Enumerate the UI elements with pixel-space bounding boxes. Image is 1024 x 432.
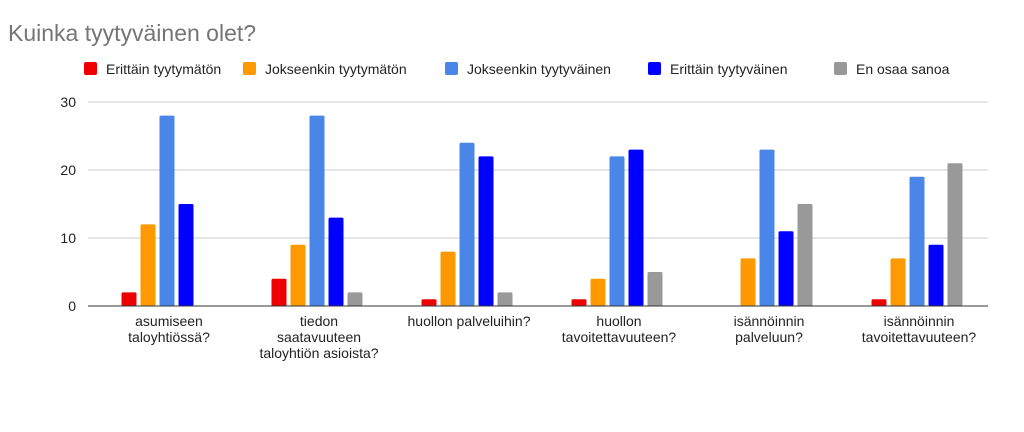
bar xyxy=(890,258,906,306)
bar xyxy=(159,115,175,306)
bar xyxy=(628,149,644,306)
gridlines xyxy=(88,101,988,239)
x-axis-labels: asumiseen taloyhtiössä? tiedon saatavuuteen… xyxy=(128,313,976,361)
bar xyxy=(140,224,156,306)
bar xyxy=(309,115,325,306)
bar xyxy=(328,217,344,306)
legend-label: Jokseenkin tyytyväinen xyxy=(467,61,611,77)
legend-swatch xyxy=(648,62,661,75)
bar xyxy=(478,156,494,306)
bar xyxy=(271,278,287,306)
legend-swatch xyxy=(834,62,847,75)
y-tick-label: 30 xyxy=(60,94,76,110)
bar xyxy=(909,176,925,306)
bar xyxy=(440,251,456,306)
y-tick-label: 0 xyxy=(68,298,76,314)
chart-title: Kuinka tyytyväinen olet? xyxy=(8,20,256,46)
legend-label: En osaa sanoa xyxy=(856,61,950,77)
bar xyxy=(778,231,794,306)
x-category-label: isännöinnin tavoitettavuuteen? xyxy=(862,313,977,345)
legend-label: Erittäin tyytymätön xyxy=(106,61,221,77)
legend-swatch xyxy=(445,62,458,75)
bar xyxy=(421,299,437,306)
y-axis-ticks: 0 10 20 30 xyxy=(60,94,76,314)
bars xyxy=(121,115,963,306)
bar xyxy=(647,272,663,306)
bar xyxy=(121,292,137,306)
x-category-label: isännöinnin palveluun? xyxy=(734,313,805,345)
bar xyxy=(290,244,306,306)
x-category-label: huollon tavoitettavuuteen? xyxy=(562,313,677,345)
legend: Erittäin tyytymätön Jokseenkin tyytymätön… xyxy=(84,61,950,77)
bar xyxy=(871,299,887,306)
bar xyxy=(947,163,963,306)
legend-label: Jokseenkin tyytymätön xyxy=(265,61,407,77)
y-tick-label: 20 xyxy=(60,162,76,178)
x-category-label: tiedon saatavuuteen taloyhtiön asioista? xyxy=(259,313,378,361)
bar xyxy=(928,244,944,306)
legend-swatch xyxy=(84,62,97,75)
bar xyxy=(459,142,475,306)
x-category-label: huollon palveluihin? xyxy=(408,313,531,329)
legend-label: Erittäin tyytyväinen xyxy=(670,61,788,77)
bar xyxy=(347,292,363,306)
x-category-label: asumiseen taloyhtiössä? xyxy=(128,313,210,345)
bar xyxy=(571,299,587,306)
bar xyxy=(797,204,813,306)
bar xyxy=(497,292,513,306)
bar xyxy=(178,204,194,306)
bar xyxy=(759,149,775,306)
bar xyxy=(740,258,756,306)
bar xyxy=(609,156,625,306)
bar xyxy=(590,278,606,306)
y-tick-label: 10 xyxy=(60,230,76,246)
legend-swatch xyxy=(243,62,256,75)
